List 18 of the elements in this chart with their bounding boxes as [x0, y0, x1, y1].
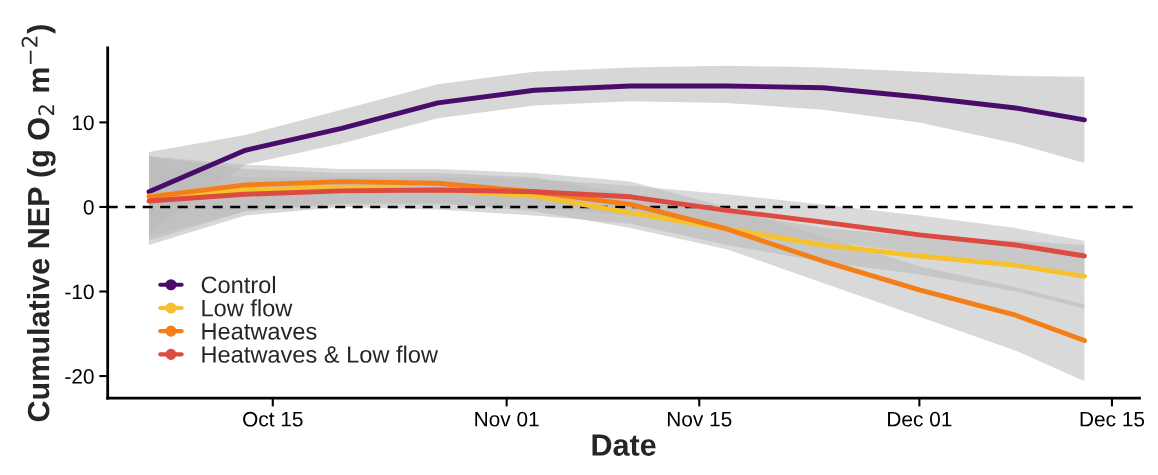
x-axis-title: Date — [592, 434, 656, 456]
legend-label: Heatwaves — [202, 323, 317, 340]
y-tick-label: 10 — [72, 115, 94, 131]
legend-label: Low flow — [202, 299, 293, 317]
x-tick-label: Oct 15 — [243, 411, 303, 427]
y-tick-label: -10 — [65, 284, 94, 300]
x-tick-label: Dec 01 — [888, 411, 952, 427]
legend-label: Heatwaves & Low flow — [202, 345, 439, 363]
line-series — [146, 83, 1087, 195]
legend-label: Control — [201, 275, 276, 294]
line-series — [146, 187, 1087, 259]
line-series — [146, 179, 1087, 343]
y-tick-label: 0 — [83, 199, 94, 215]
x-tick-label: Dec 15 — [1080, 412, 1145, 427]
y-tick-label: -20 — [65, 369, 94, 384]
x-tick-label: Nov 01 — [475, 411, 539, 427]
x-tick-label: Nov 15 — [667, 412, 732, 427]
y-axis-title: Cumulative NEP (g O$_{2}$ m$^{−2}$) — [21, 25, 56, 422]
